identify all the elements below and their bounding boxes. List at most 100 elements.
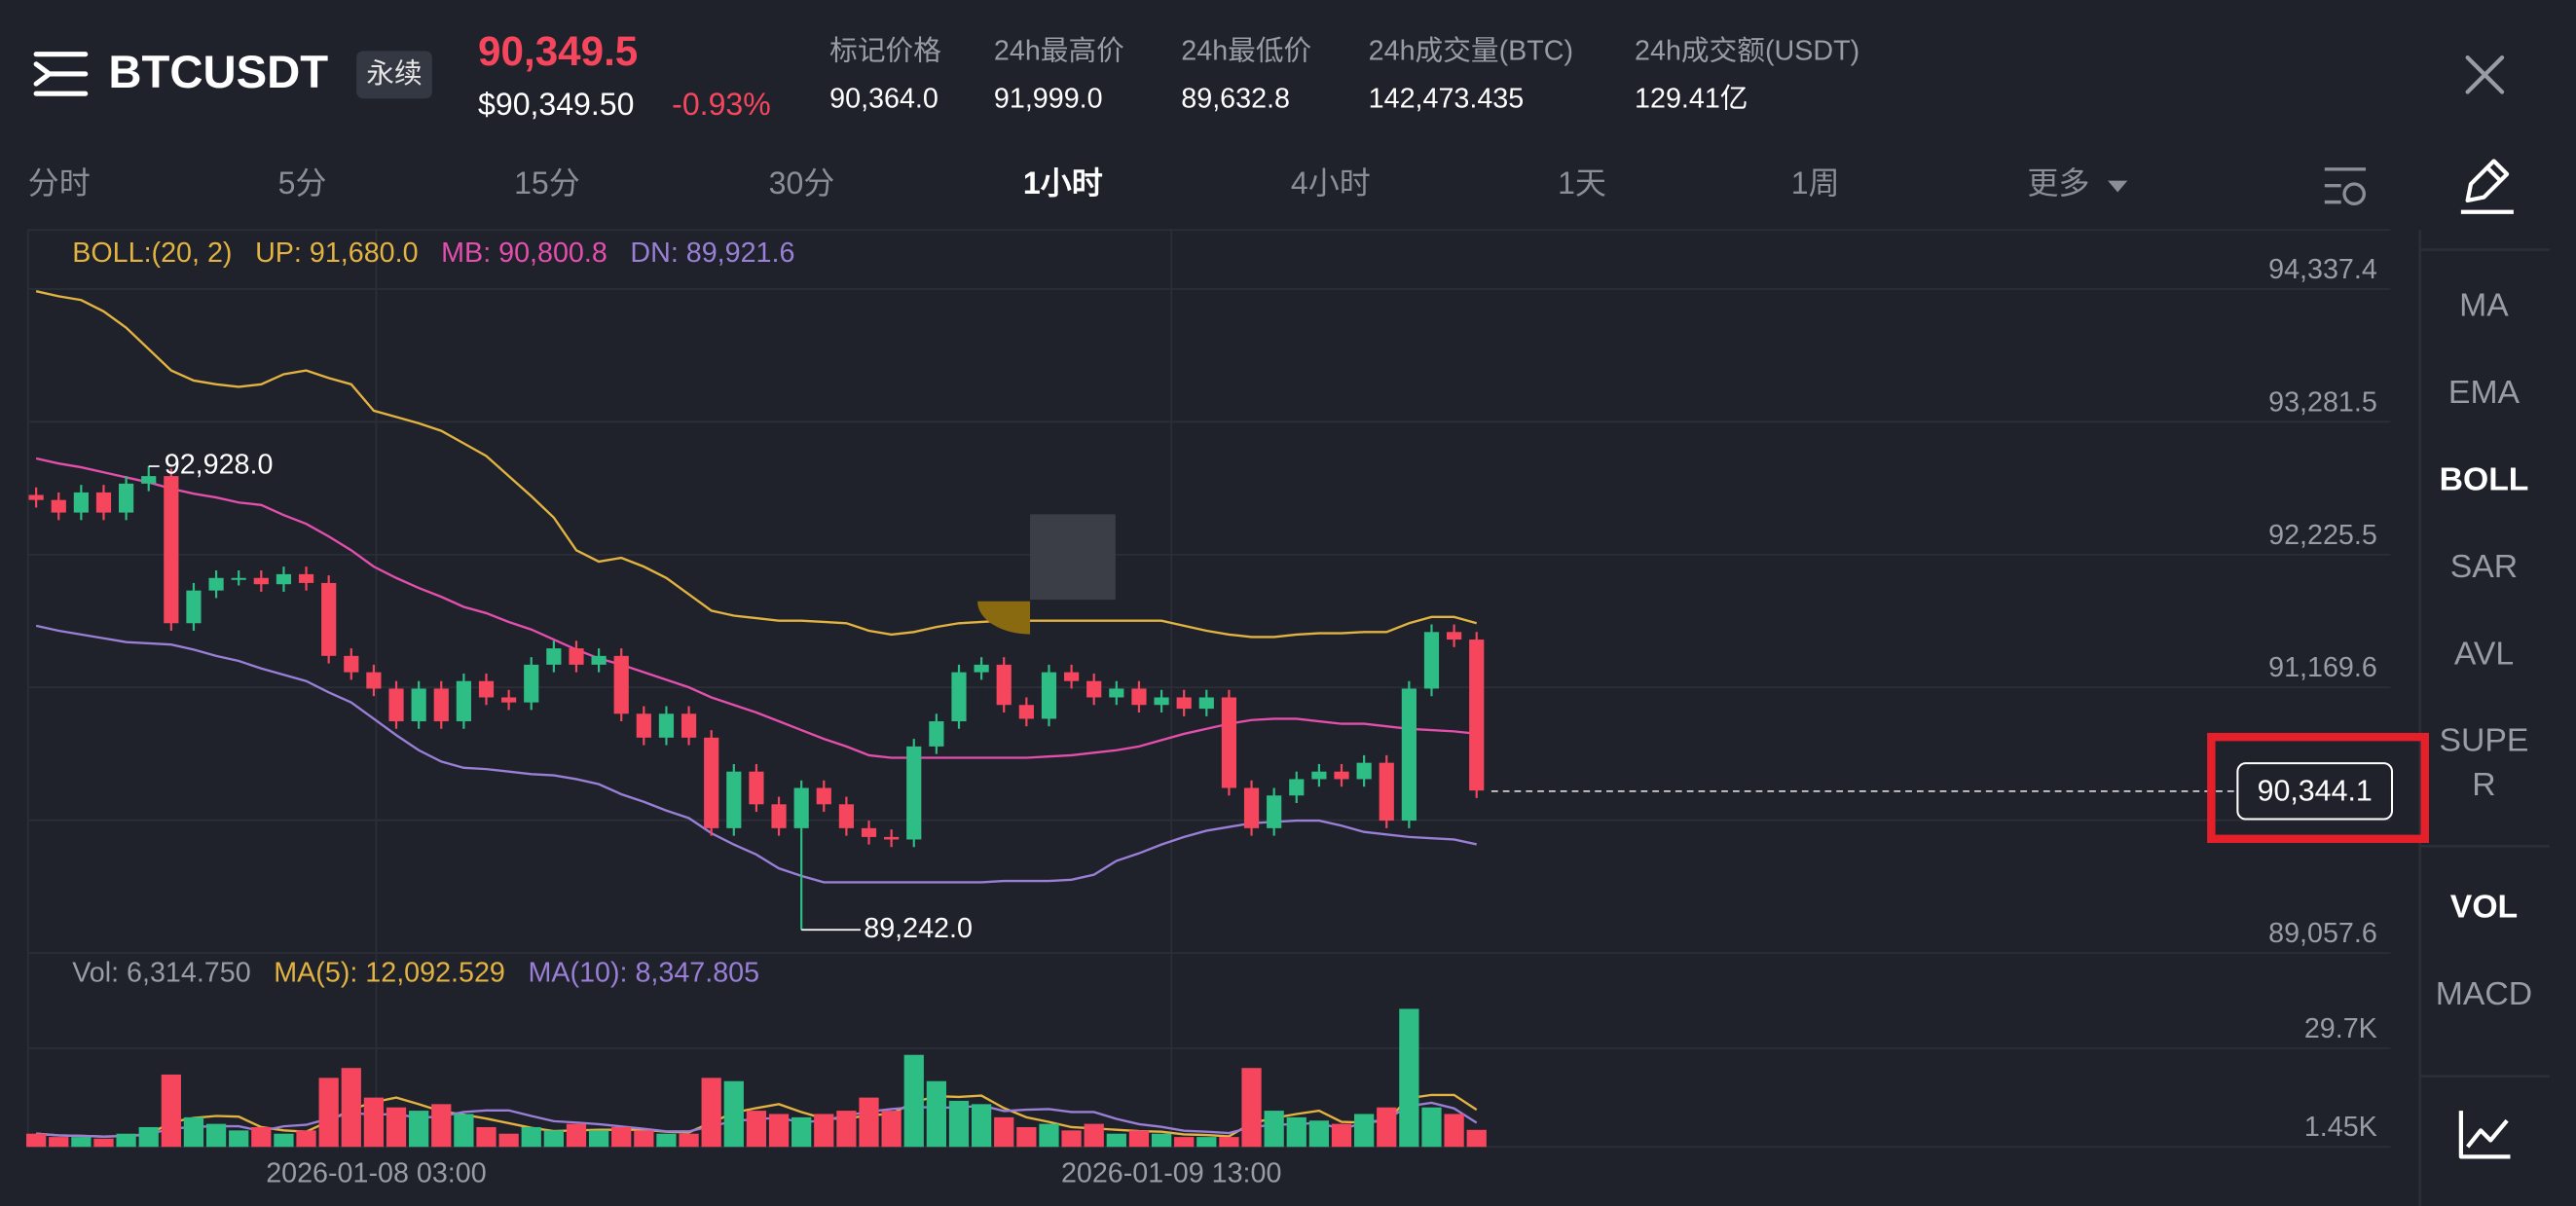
y-tick-label: 92,225.5 — [2268, 520, 2377, 551]
candle-body — [861, 827, 877, 837]
more-arrow[interactable] — [2108, 180, 2128, 193]
candle-body — [253, 577, 269, 585]
candle-body — [681, 713, 697, 738]
candle-body — [28, 494, 44, 500]
legend-entry: UP: 91,680.0 — [255, 238, 418, 269]
symbol[interactable]: BTCUSDT — [108, 47, 328, 98]
sub-indicator-option[interactable]: VOL — [2450, 888, 2518, 925]
candle-body — [298, 573, 314, 583]
candle-body — [1176, 697, 1192, 710]
timeframe-tab[interactable]: 30分 — [769, 165, 835, 201]
volume-bar — [296, 1130, 316, 1148]
indicator-line — [35, 457, 1477, 759]
current-price-label: 90,344.1 — [2258, 776, 2373, 808]
timeframe-tab[interactable]: 分时 — [28, 165, 91, 201]
volume-bar — [26, 1133, 47, 1148]
candle-body — [1041, 672, 1057, 719]
volume-bar — [1151, 1133, 1172, 1148]
candle-body — [388, 688, 404, 722]
volume-bar — [116, 1133, 136, 1148]
candle-body — [95, 492, 112, 513]
candle-body — [1334, 771, 1349, 780]
candle-body — [231, 577, 246, 580]
legend-entry: MB: 90,800.8 — [441, 238, 607, 269]
candle-body — [1198, 697, 1214, 710]
candle-body — [884, 836, 900, 840]
overlay-widget — [1030, 514, 1116, 601]
candle-body — [749, 771, 764, 805]
volume-bar — [341, 1068, 361, 1148]
volume-bar — [746, 1111, 767, 1148]
volume-bar — [634, 1130, 654, 1148]
volume-bar — [498, 1133, 519, 1148]
indicator-option[interactable]: BOLL — [2440, 461, 2529, 498]
candle-body — [974, 664, 989, 673]
volume-bar — [836, 1111, 857, 1148]
candle-body — [726, 771, 742, 828]
indicator-label[interactable]: SUPER — [2439, 722, 2529, 804]
volume-bar — [161, 1074, 181, 1148]
volume-bar — [1128, 1130, 1150, 1148]
candle-body — [1131, 688, 1147, 706]
close-button[interactable] — [2465, 55, 2505, 94]
volume-bar — [926, 1080, 946, 1148]
timeframe-tab[interactable]: 1小时 — [1023, 165, 1103, 201]
volume-bar — [183, 1116, 204, 1148]
candle-body — [501, 697, 517, 703]
draw-tool-icon[interactable] — [2460, 159, 2514, 214]
candle-body — [771, 804, 787, 828]
stat-label: 24h成交额(USDT) — [1635, 36, 1859, 67]
indicator-option[interactable]: SAR — [2450, 548, 2518, 585]
volume-bar — [1196, 1137, 1217, 1148]
indicator-option[interactable]: MA — [2459, 287, 2509, 324]
volume-bar — [1377, 1107, 1397, 1148]
volume-bar — [1421, 1107, 1442, 1148]
timeframe-tab[interactable]: 15分 — [514, 165, 580, 201]
stat-label: 24h成交量(BTC) — [1369, 36, 1573, 67]
volume-bar — [566, 1123, 587, 1148]
volume-bar — [1308, 1120, 1330, 1148]
low-marker-label: 89,242.0 — [864, 913, 973, 944]
volume-bar — [229, 1130, 249, 1148]
indicator-option[interactable]: EMA — [2448, 374, 2521, 411]
timeframe-tab[interactable]: 4小时 — [1291, 165, 1371, 201]
overlay-widget — [977, 601, 1031, 635]
candle-body — [1109, 688, 1124, 698]
indicator-option[interactable]: AVL — [2454, 635, 2514, 672]
volume-bar — [476, 1126, 497, 1148]
timeframe-tab[interactable]: 1天 — [1558, 165, 1606, 201]
candle-body — [1311, 771, 1327, 780]
stat-value: 91,999.0 — [994, 84, 1103, 115]
candle-body — [591, 655, 607, 665]
menu-icon[interactable] — [33, 52, 89, 96]
timeframe-tab[interactable]: 5分 — [278, 165, 327, 201]
volume-bar — [386, 1107, 407, 1148]
volume-bar — [49, 1137, 69, 1148]
candle-body — [1063, 672, 1080, 681]
candle-body — [208, 577, 224, 591]
candle-body — [411, 688, 426, 722]
volume-bar — [431, 1104, 452, 1148]
timeframe-tab[interactable]: 更多 — [2027, 165, 2089, 201]
candle-body — [1423, 632, 1440, 689]
candle-body — [1221, 697, 1237, 788]
chart-type-icon[interactable] — [2458, 1111, 2511, 1159]
candle-body — [51, 499, 66, 513]
timeframe-tab[interactable]: 1周 — [1791, 165, 1840, 201]
volume-bar — [679, 1133, 699, 1148]
volume-bar — [1174, 1137, 1195, 1148]
volume-bar — [205, 1123, 227, 1148]
volume-bar — [971, 1104, 992, 1148]
contract-type: 永续 — [366, 58, 422, 90]
chart-settings-icon[interactable] — [2324, 167, 2366, 206]
indicator-option[interactable]: SUPER — [2435, 719, 2533, 818]
volume-bar — [814, 1114, 834, 1148]
sub-indicator-option[interactable]: MACD — [2436, 975, 2532, 1012]
highlight-box — [2207, 732, 2429, 844]
volume-bar — [1264, 1111, 1284, 1148]
stat-value: 89,632.8 — [1181, 84, 1290, 115]
candle-body — [793, 787, 809, 828]
x-tick-label: 2026-01-09 13:00 — [1061, 1158, 1281, 1189]
candle-body — [636, 713, 651, 738]
